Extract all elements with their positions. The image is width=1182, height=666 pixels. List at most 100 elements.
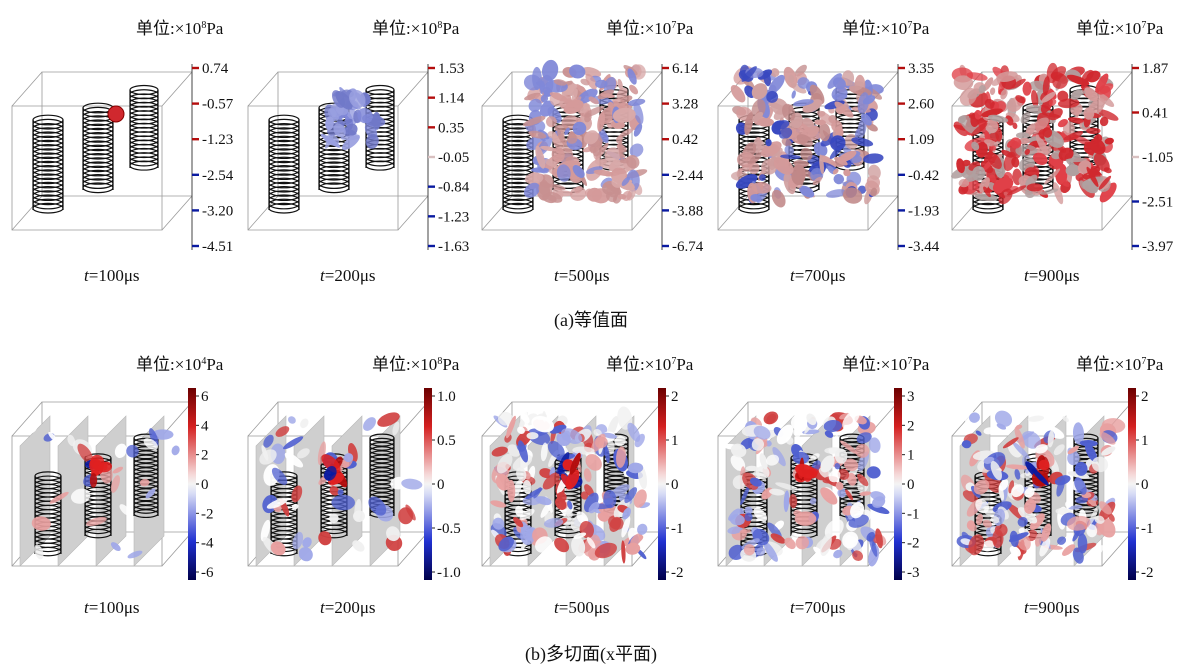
time-label: t=700μs	[790, 266, 846, 285]
colorbar-tick-label: 1.87	[1142, 61, 1169, 77]
panel-slices-5: 单位:×107Pa 2 1 0 -1 -2 t=900μs	[940, 336, 1176, 632]
colorbar-tick-label: 0	[671, 477, 679, 493]
colorbar: 6.14 3.28 0.42 -2.44 -3.88 -6.74	[661, 61, 704, 255]
time-label: t=100μs	[84, 266, 140, 285]
colorbar-tick-label: -3	[907, 565, 920, 581]
colorbar-tick-label: 1	[1141, 433, 1149, 449]
colorbar-tick-label: -2	[907, 536, 920, 552]
colorbar-gradient	[424, 388, 432, 580]
colorbar-tick-label: 4	[201, 418, 209, 434]
colorbar-tick-label: -1.23	[438, 209, 469, 225]
colorbar-tick-label: -0.05	[438, 150, 469, 166]
colorbar-tick-label: -0.42	[908, 168, 939, 184]
colorbar-tick-label: -0.57	[202, 97, 234, 113]
colorbar-tick-label: -3.97	[1142, 239, 1174, 255]
pressure-isosurface	[730, 64, 884, 208]
colorbar-tick-label: 3	[907, 389, 915, 405]
colorbar-tick-label: 0	[201, 477, 209, 493]
slice-row: 单位:×104Pa 6 4 2 0 -2 -4 -6 t=100μs 单位:×108Pa 1.0 0.…	[0, 336, 1182, 632]
colorbar-tick-label: 2	[1141, 389, 1149, 405]
pressure-field-speckle	[956, 410, 1126, 564]
colorbar: 0.74 -0.57 -1.23 -2.54 -3.20 -4.51	[191, 61, 234, 255]
pressure-isosurface	[107, 105, 125, 123]
colorbar: 1.0 0.5 0 -0.5 -1.0	[424, 388, 461, 581]
colorbar-tick-label: 2	[201, 448, 209, 464]
unit-label: 单位:×107Pa	[842, 19, 930, 38]
colorbar-gradient	[188, 388, 196, 580]
colorbar-tick-label: -1	[1141, 521, 1154, 537]
panel-slices-4: 单位:×107Pa 3 2 1 0 -1 -2 -3 t=700μs	[706, 336, 942, 632]
colorbar-tick-label: 1.14	[438, 91, 465, 107]
colorbar-tick-label: 3.35	[908, 61, 934, 77]
panel-slices-3: 单位:×107Pa 2 1 0 -1 -2 t=500μs	[470, 336, 706, 632]
colorbar-gradient	[658, 388, 666, 580]
colorbar-tick-label: 3.28	[672, 97, 698, 113]
simulation-scene	[717, 401, 898, 567]
colorbar-tick-label: -2	[671, 565, 684, 581]
colorbar-tick-label: -1	[907, 506, 920, 522]
time-label: t=900μs	[1024, 266, 1080, 285]
colorbar: 6 4 2 0 -2 -4 -6	[188, 388, 214, 581]
time-label: t=100μs	[84, 598, 140, 617]
colorbar-tick-label: -2.44	[672, 168, 704, 184]
colorbar-tick-label: -1.23	[202, 132, 233, 148]
colorbar-tick-label: -2.51	[1142, 195, 1173, 211]
pressure-isosurface	[522, 59, 648, 204]
time-label: t=500μs	[554, 266, 610, 285]
colorbar: 1.53 1.14 0.35 -0.05 -0.84 -1.23 -1.63	[427, 61, 470, 255]
colorbar-tick-label: 1	[671, 433, 679, 449]
pressure-peak	[1025, 455, 1050, 487]
panel-isosurface-5: 单位:×107Pa 1.87 0.41 -1.05 -2.51 -3.97 t=900μs	[940, 0, 1176, 300]
colorbar-gradient	[894, 388, 902, 580]
colorbar-tick-label: -2	[1141, 565, 1154, 581]
panel-isosurface-3: 单位:×107Pa 6.14 3.28 0.42 -2.44 -3.88 -6.74 t=50…	[470, 0, 706, 300]
simulation-scene	[481, 401, 662, 567]
colorbar-tick-label: 0.74	[202, 61, 229, 77]
colorbar-tick-label: -4	[201, 536, 214, 552]
colorbar: 2 1 0 -1 -2	[658, 388, 684, 581]
unit-label: 单位:×108Pa	[136, 19, 224, 38]
colorbar: 3.35 2.60 1.09 -0.42 -1.93 -3.44	[897, 61, 940, 255]
colorbar-tick-label: 0.5	[437, 433, 456, 449]
unit-label: 单位:×107Pa	[606, 355, 694, 374]
pressure-field-speckle	[722, 409, 890, 567]
colorbar-tick-label: 0.35	[438, 120, 464, 136]
simulation-scene	[11, 401, 192, 567]
colorbar-tick-label: -0.84	[438, 180, 470, 196]
colorbar-tick-label: 2	[671, 389, 679, 405]
colorbar-tick-label: -4.51	[202, 239, 233, 255]
colorbar-tick-label: 0	[1141, 477, 1149, 493]
colorbar-tick-label: 6	[201, 389, 209, 405]
colorbar-tick-label: -2	[201, 506, 214, 522]
panel-slices-1: 单位:×104Pa 6 4 2 0 -2 -4 -6 t=100μs	[0, 336, 236, 632]
colorbar-tick-label: -1.93	[908, 203, 939, 219]
coil-cylinder	[268, 114, 300, 214]
colorbar: 3 2 1 0 -1 -2 -3	[894, 388, 920, 581]
panel-slices-2: 单位:×108Pa 1.0 0.5 0 -0.5 -1.0 t=200μs	[236, 336, 472, 632]
colorbar-tick-label: 0	[437, 477, 445, 493]
colorbar-tick-label: -1.0	[437, 565, 461, 581]
colorbar-tick-label: -3.20	[202, 203, 233, 219]
simulation-scene	[951, 62, 1132, 231]
colorbar-tick-label: -1	[671, 521, 684, 537]
simulation-scene	[951, 401, 1132, 567]
time-label: t=900μs	[1024, 598, 1080, 617]
unit-label: 单位:×108Pa	[372, 355, 460, 374]
simulation-scene	[247, 71, 428, 231]
colorbar-tick-label: 0.42	[672, 132, 698, 148]
panel-isosurface-2: 单位:×108Pa 1.53 1.14 0.35 -0.05 -0.84 -1.23 -1.6…	[236, 0, 472, 300]
simulation-scene	[247, 401, 428, 567]
colorbar: 1.87 0.41 -1.05 -2.51 -3.97	[1131, 61, 1174, 255]
colorbar-tick-label: -6	[201, 565, 214, 581]
colorbar-tick-label: -3.44	[908, 239, 940, 255]
colorbar-tick-label: 1.09	[908, 132, 934, 148]
coil-cylinder	[129, 84, 159, 171]
colorbar-tick-label: 2.60	[908, 97, 934, 113]
pressure-peak	[794, 457, 819, 483]
simulation-scene	[717, 64, 898, 231]
simulation-scene	[11, 71, 192, 231]
panel-isosurface-4: 单位:×107Pa 3.35 2.60 1.09 -0.42 -1.93 -3.44 t=70…	[706, 0, 942, 300]
time-label: t=500μs	[554, 598, 610, 617]
colorbar-tick-label: -1.05	[1142, 150, 1173, 166]
pressure-peak	[321, 454, 348, 488]
